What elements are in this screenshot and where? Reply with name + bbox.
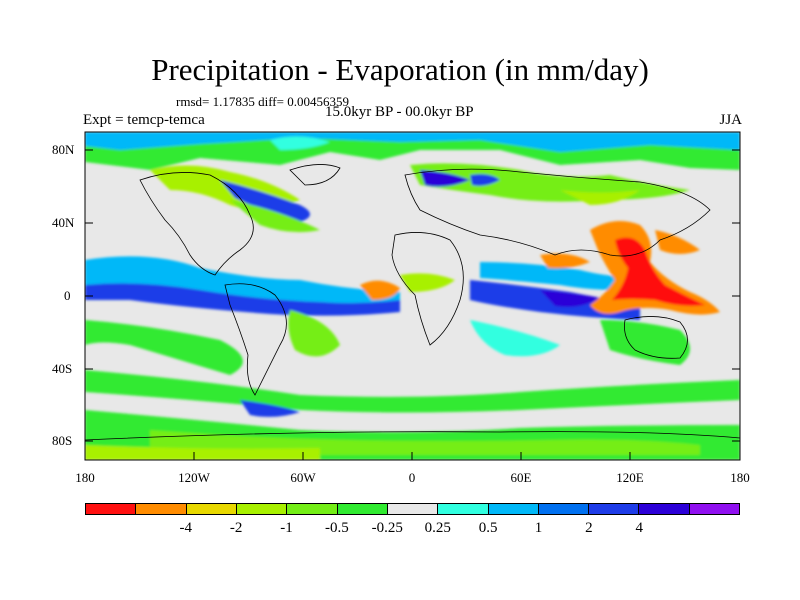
colorbar-label: 4 [635, 520, 643, 536]
colorbar-swatch [186, 504, 237, 514]
colorbar-label: 1 [534, 520, 543, 536]
season-label: JJA [719, 112, 742, 128]
colorbar-swatch [86, 504, 137, 514]
lon-tick: 120W [178, 470, 210, 485]
lon-tick: 120E [616, 470, 644, 485]
colorbar-label: -4 [179, 520, 193, 536]
lon-tick: 0 [408, 470, 416, 485]
colorbar-swatch [337, 504, 388, 514]
colorbar-swatch [538, 504, 590, 514]
colorbar-label: 0.25 [424, 520, 451, 536]
plot-title: Precipitation - Evaporation (in mm/day) [151, 52, 649, 87]
colorbar-swatch [287, 504, 338, 514]
lon-tick: 180 [75, 470, 95, 485]
lon-tick: 60E [510, 470, 532, 485]
lat-tick: 40S [52, 361, 73, 376]
colorbar-label: -2 [229, 520, 243, 536]
colorbar [85, 503, 740, 515]
colorbar-label: -1 [280, 520, 293, 536]
colorbar-label: 0.5 [478, 520, 498, 536]
colorbar-swatch [136, 504, 187, 514]
lat-tick: 40N [52, 215, 75, 230]
colorbar-swatch [387, 504, 439, 514]
lon-tick: 60W [290, 470, 316, 485]
lat-tick: 80N [52, 142, 75, 157]
colorbar-label: -0.5 [325, 520, 349, 536]
colorbar-swatch [438, 504, 489, 514]
lon-tick: 180 [730, 470, 750, 485]
period-label: 15.0kyr BP - 00.0kyr BP [325, 104, 474, 120]
colorbar-swatch [589, 504, 640, 514]
colorbar-label: 2 [585, 520, 593, 536]
colorbar-swatch [488, 504, 539, 514]
colorbar-label: -0.25 [371, 520, 403, 536]
stats-text: rmsd= 1.17835 diff= 0.00456359 [176, 94, 349, 109]
colorbar-swatch [689, 504, 740, 514]
experiment-label: Expt = temcp-temca [83, 112, 205, 128]
colorbar-swatch [639, 504, 690, 514]
colorbar-swatch [236, 504, 288, 514]
lat-tick: 0 [64, 288, 71, 303]
lat-tick: 80S [52, 433, 73, 448]
